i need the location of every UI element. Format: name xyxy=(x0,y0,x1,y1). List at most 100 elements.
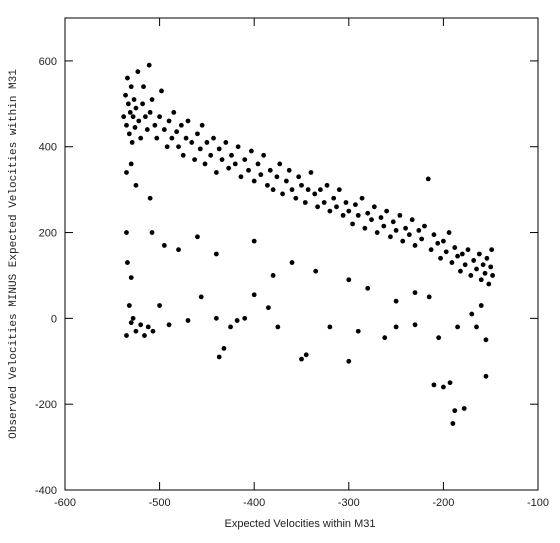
point xyxy=(455,324,460,330)
point xyxy=(180,152,186,158)
point xyxy=(468,273,474,278)
point xyxy=(178,122,184,128)
point xyxy=(371,204,377,210)
x-tick-label: -300 xyxy=(338,497,360,509)
point xyxy=(124,122,129,128)
point xyxy=(327,208,333,214)
point xyxy=(129,140,135,145)
point xyxy=(208,152,214,158)
point xyxy=(265,182,270,188)
x-tick-label: -200 xyxy=(432,497,454,509)
y-tick-label: -200 xyxy=(35,399,57,411)
point xyxy=(130,315,136,321)
point xyxy=(469,311,475,317)
point xyxy=(133,182,139,188)
point xyxy=(480,262,486,268)
x-axis-label: Expected Velocities within M31 xyxy=(224,518,375,530)
point xyxy=(474,324,479,330)
point xyxy=(251,178,257,184)
point xyxy=(474,266,479,272)
point xyxy=(450,421,456,426)
point xyxy=(213,315,219,321)
point xyxy=(144,127,150,132)
point xyxy=(412,290,418,296)
point xyxy=(166,118,172,124)
point xyxy=(446,230,452,235)
point xyxy=(422,223,427,229)
point xyxy=(462,262,468,268)
point xyxy=(125,75,130,81)
point xyxy=(296,174,302,180)
point xyxy=(189,140,195,145)
point xyxy=(483,373,489,379)
point xyxy=(157,303,163,308)
point xyxy=(452,408,458,414)
point xyxy=(216,354,222,360)
point xyxy=(443,249,449,255)
point xyxy=(138,135,144,141)
point xyxy=(289,260,295,265)
point xyxy=(133,105,139,111)
point xyxy=(486,281,492,287)
point xyxy=(438,255,443,261)
y-tick-label: -400 xyxy=(35,485,57,497)
point xyxy=(397,212,403,218)
point xyxy=(124,333,129,338)
point xyxy=(229,152,234,158)
point xyxy=(471,258,477,263)
point xyxy=(416,228,422,233)
point xyxy=(267,167,273,173)
point xyxy=(302,200,308,205)
point xyxy=(289,187,295,193)
point xyxy=(476,251,482,257)
point xyxy=(235,144,241,150)
point xyxy=(261,152,267,158)
point xyxy=(152,122,158,128)
point xyxy=(270,273,276,278)
point xyxy=(270,187,276,193)
point xyxy=(228,324,233,330)
point xyxy=(174,129,180,135)
point xyxy=(390,219,396,225)
point xyxy=(441,238,446,244)
point xyxy=(161,127,167,132)
point xyxy=(143,114,148,120)
point xyxy=(192,157,198,163)
point xyxy=(159,88,164,94)
point xyxy=(431,232,437,238)
point xyxy=(124,170,129,175)
point xyxy=(412,322,418,328)
point xyxy=(248,148,254,154)
point xyxy=(346,208,352,214)
point xyxy=(355,328,361,334)
point xyxy=(124,230,129,235)
point xyxy=(242,157,248,163)
point xyxy=(465,247,471,253)
point xyxy=(265,305,271,311)
point xyxy=(157,114,163,120)
point xyxy=(126,131,132,137)
point xyxy=(125,101,131,107)
point xyxy=(452,245,458,250)
point xyxy=(166,322,172,328)
point xyxy=(145,324,151,330)
x-tick-label: -400 xyxy=(243,497,265,509)
point xyxy=(378,215,384,220)
point xyxy=(425,176,431,182)
point xyxy=(204,140,210,145)
point xyxy=(183,135,189,141)
point xyxy=(197,146,203,152)
point xyxy=(412,243,418,248)
point xyxy=(130,114,136,120)
point xyxy=(483,337,489,343)
point xyxy=(308,170,314,175)
point xyxy=(169,135,175,141)
point xyxy=(447,380,453,386)
point xyxy=(393,228,399,233)
point xyxy=(258,172,264,178)
point xyxy=(419,236,425,242)
point xyxy=(436,335,442,341)
plot-frame xyxy=(64,17,539,491)
point xyxy=(393,324,399,330)
